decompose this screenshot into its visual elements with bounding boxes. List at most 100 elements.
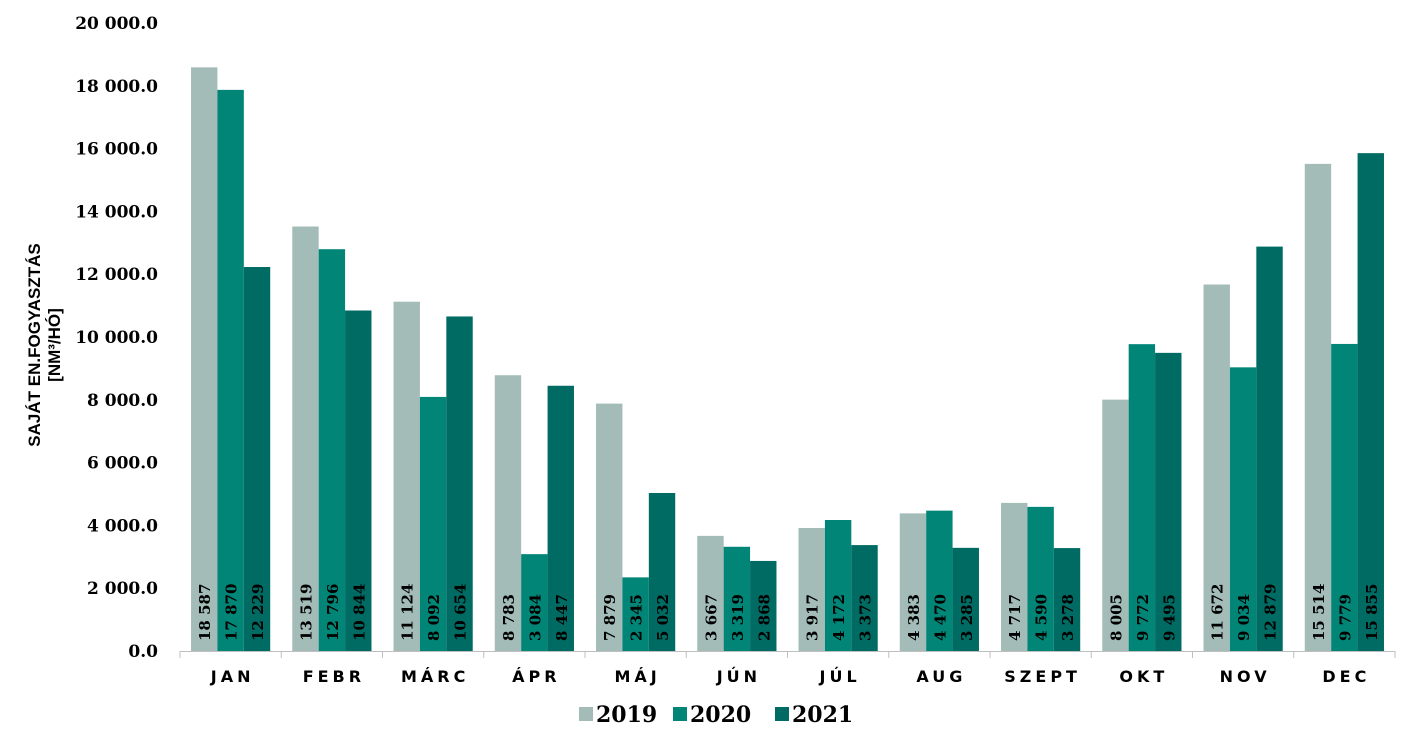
- y-axis-ticks: 0.0 2 000.0 4 000.0 6 000.0 8 000.0 10 000.0 1…: [75, 14, 158, 662]
- data-label: 2 868: [755, 594, 773, 641]
- data-label: 10 844: [350, 584, 368, 641]
- bar-2019-márc: [393, 301, 420, 651]
- legend-label-2019: 2019: [596, 702, 657, 728]
- data-label: 11 672: [1209, 584, 1227, 641]
- bar-2021-aug: [952, 547, 979, 651]
- y-tick-label: 16 000.0: [75, 140, 158, 160]
- data-label: 3 084: [526, 594, 544, 641]
- x-tick-label: FEBR: [303, 667, 365, 686]
- bar-2021-okt: [1155, 352, 1182, 651]
- data-label: 4 470: [931, 594, 949, 641]
- bar-2020-dec: [1331, 343, 1358, 651]
- bar-2020-ápr: [521, 554, 548, 651]
- data-label: 8 783: [500, 594, 518, 641]
- bar-2021-jún: [750, 560, 777, 651]
- x-tick-label: JÚL: [819, 667, 861, 686]
- data-label: 15 855: [1363, 584, 1381, 641]
- y-axis-title-line-1: SAJÁT EN.FOGYASZTÁS: [25, 243, 44, 446]
- bar-2021-jan: [243, 267, 271, 651]
- bar-2019-dec: [1304, 163, 1332, 651]
- legend-label-2021: 2021: [792, 702, 853, 728]
- bar-2021-dec: [1357, 153, 1384, 651]
- data-label: 8 092: [425, 594, 443, 641]
- legend-swatch-2020: [673, 707, 687, 721]
- y-tick-label: 12 000.0: [75, 265, 158, 285]
- data-label: 3 278: [1059, 594, 1077, 641]
- data-label: 4 717: [1006, 594, 1024, 641]
- bar-2021-ápr: [547, 385, 574, 651]
- bar-2020-aug: [926, 510, 953, 651]
- x-tick-label: MÁRC: [401, 667, 469, 686]
- data-label: 7 879: [601, 594, 619, 641]
- data-label: 15 514: [1310, 584, 1328, 641]
- bar-2020-jan: [217, 89, 244, 651]
- x-tick-label: AUG: [916, 667, 966, 686]
- bar-2019-júl: [798, 528, 825, 651]
- x-tick-label: JAN: [210, 667, 255, 686]
- legend-swatch-2019: [579, 707, 593, 721]
- y-axis-title-line-2: [NM³/HÓ]: [45, 308, 64, 382]
- data-label: 5 032: [654, 594, 672, 641]
- data-label: 12 229: [249, 584, 267, 641]
- bar-2020-okt: [1128, 344, 1156, 651]
- bar-2021-júl: [851, 545, 878, 651]
- bar-2019-okt: [1102, 399, 1129, 651]
- y-tick-label: 6 000.0: [87, 454, 158, 474]
- bar-2020-jún: [723, 546, 751, 651]
- data-label: 13 519: [297, 584, 315, 641]
- data-labels: 18 587 13 519 11 124 8 783 7 879 3 667 3 917 4 …: [196, 584, 1381, 641]
- data-label: 2 345: [628, 594, 646, 641]
- bars: [191, 67, 1384, 651]
- data-label: 9 034: [1235, 594, 1253, 641]
- bar-2019-febr: [292, 226, 319, 651]
- data-label: 8 005: [1107, 594, 1125, 641]
- data-label: 4 172: [830, 594, 848, 641]
- data-label: 12 796: [324, 584, 342, 641]
- bar-2019-ápr: [494, 375, 522, 651]
- data-label: 4 590: [1033, 594, 1051, 641]
- y-tick-label: 4 000.0: [87, 516, 158, 536]
- data-label: 4 383: [905, 594, 923, 641]
- y-tick-label: 8 000.0: [87, 391, 158, 411]
- data-label: 9 779: [1336, 594, 1354, 641]
- data-label: 3 667: [702, 594, 720, 641]
- bar-2019-nov: [1203, 284, 1230, 651]
- bar-2020-júl: [824, 519, 852, 651]
- y-tick-label: 2 000.0: [87, 579, 158, 599]
- data-label: 3 917: [804, 594, 822, 641]
- y-tick-label: 18 000.0: [75, 77, 158, 97]
- bar-2019-máj: [596, 403, 623, 651]
- data-label: 9 772: [1134, 594, 1152, 641]
- data-label: 8 447: [553, 594, 571, 641]
- bar-2021-szept: [1053, 548, 1081, 651]
- x-tick-label: SZEPT: [1004, 667, 1081, 686]
- data-label: 12 879: [1262, 584, 1280, 641]
- bar-2019-aug: [899, 513, 927, 651]
- x-tick-label: NOV: [1220, 667, 1271, 686]
- bar-2021-máj: [648, 492, 676, 651]
- bar-2021-márc: [446, 316, 473, 651]
- data-label: 18 587: [196, 584, 214, 641]
- bar-2020-máj: [622, 577, 649, 651]
- bar-2020-febr: [318, 249, 346, 651]
- legend-swatch-2021: [775, 707, 789, 721]
- data-label: 3 373: [857, 594, 875, 641]
- bar-2020-márc: [419, 396, 447, 651]
- x-axis-ticks: JAN FEBR MÁRC ÁPR MÁJ JÚN JÚL AUG SZEPT OKT NOV DEC: [179, 651, 1396, 686]
- legend-label-2020: 2020: [690, 702, 751, 728]
- bar-2021-nov: [1256, 246, 1283, 651]
- legend: 2019 2020 2021: [579, 702, 853, 728]
- bar-2019-szept: [1001, 502, 1028, 651]
- bar-2020-nov: [1229, 367, 1257, 651]
- data-label: 10 654: [452, 584, 470, 641]
- y-axis-title: SAJÁT EN.FOGYASZTÁS [NM³/HÓ]: [25, 243, 64, 446]
- bar-2021-febr: [345, 310, 372, 651]
- bar-2019-jún: [697, 535, 724, 651]
- data-label: 3 285: [958, 594, 976, 641]
- y-tick-label: 14 000.0: [75, 202, 158, 222]
- x-tick-label: JÚN: [716, 667, 761, 686]
- data-label: 3 319: [729, 594, 747, 641]
- y-tick-label: 0.0: [128, 642, 158, 662]
- data-label: 17 870: [223, 584, 241, 641]
- x-tick-label: ÁPR: [512, 667, 560, 686]
